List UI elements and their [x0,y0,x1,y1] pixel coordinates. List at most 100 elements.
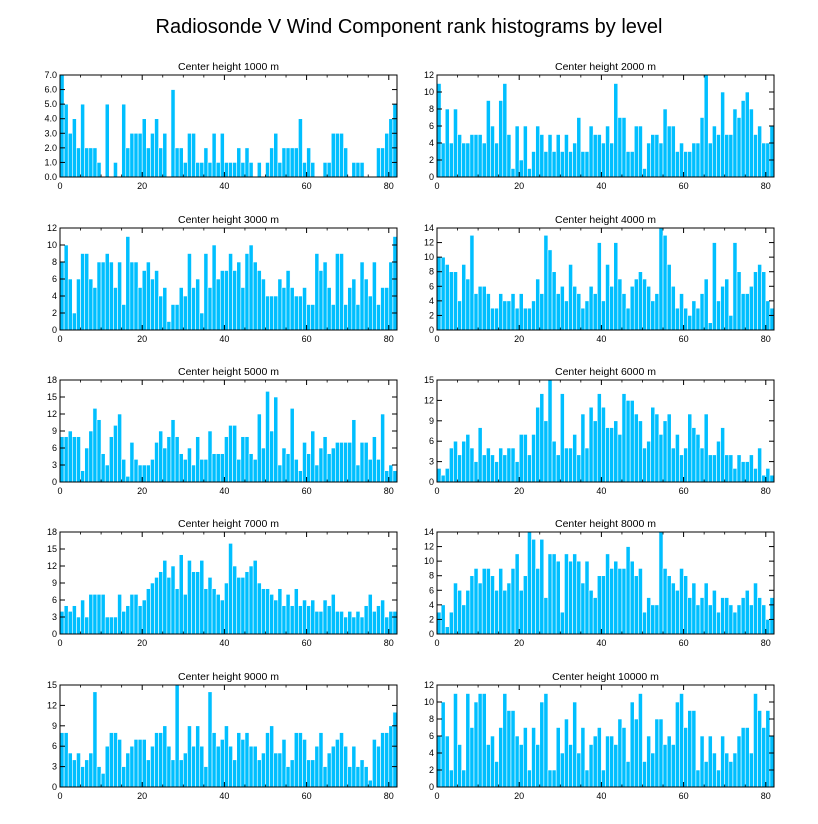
histogram-bar [744,293,750,331]
histogram-bar [588,125,594,178]
y-tick-label: 2 [429,155,434,165]
y-tick-label: 9 [52,578,57,588]
histogram-bar [687,315,693,331]
histogram-bar [535,278,541,331]
histogram-bar [302,739,307,788]
y-tick-label: 18 [47,375,57,385]
histogram-bar [736,604,742,635]
histogram-bar [440,256,446,331]
histogram-bar [376,605,381,635]
y-tick-label: 3.0 [44,128,57,138]
x-tick-label: 20 [514,334,524,344]
y-tick-label: 4 [52,291,57,301]
histogram-bar [277,464,283,483]
histogram-bar [92,147,98,178]
histogram-bar [494,761,499,788]
histogram-bar [256,413,262,483]
histogram-bar [166,745,172,788]
histogram-bar [494,307,499,331]
histogram-bar [679,568,684,635]
histogram-bar [269,430,275,483]
histogram-bar [84,253,90,331]
histogram-bar [310,430,316,483]
histogram-bar [273,599,279,635]
histogram-bar [166,577,172,635]
histogram-bar [699,293,705,331]
histogram-bar [712,242,717,331]
histogram-bar [248,745,254,788]
histogram-bar [380,287,385,331]
histogram-bar [63,436,69,483]
histogram-bar [527,454,532,483]
histogram-bar [588,589,594,635]
histogram-bar [477,427,483,483]
histogram-bar [113,287,118,331]
y-tick-label: 15 [47,680,57,690]
x-tick-label: 80 [761,334,771,344]
histogram-bar [277,752,283,788]
histogram-bar [539,701,545,788]
histogram-bar [100,594,106,635]
histogram-bar [154,442,159,483]
histogram-bar [535,125,541,178]
histogram-bar [384,470,390,483]
histogram-bar [444,264,450,331]
histogram-bar [256,759,262,788]
histogram-bar [104,464,110,483]
x-tick-label: 60 [302,638,312,648]
y-tick-label: 6 [52,274,57,284]
histogram-bar [736,735,742,788]
histogram-bar [601,769,606,788]
histogram-bar [703,761,709,788]
histogram-bar [203,253,209,331]
histogram-bar [125,147,131,178]
x-tick-label: 20 [137,638,147,648]
y-tick-label: 2 [429,614,434,624]
histogram-bar [625,400,631,483]
histogram-bar [261,447,266,483]
histogram-bar [211,132,217,178]
histogram-bar [195,278,201,331]
histogram-bar [207,162,213,178]
histogram-bar [372,739,377,788]
y-tick-label: 18 [47,527,57,537]
histogram-bar [203,766,209,788]
x-tick-label: 0 [57,334,62,344]
y-tick-label: 6 [52,595,57,605]
histogram-panel: Center height 6000 m 0 20 40 60 80 0 3 6 9 12 15 [424,366,775,496]
histogram-bar [613,242,619,331]
histogram-bar [376,304,381,331]
y-tick-label: 12 [424,395,434,405]
panel-title: Center height 8000 m [555,518,656,530]
histogram-bar [596,393,602,483]
histogram-bar [744,727,750,788]
histogram-bar [547,134,553,178]
histogram-bar [215,278,221,331]
histogram-bar [535,744,541,788]
y-tick-label: 4 [429,138,434,148]
histogram-bar [473,134,479,178]
histogram-bar [761,271,767,331]
histogram-bar [63,103,69,178]
histogram-bar [129,132,135,178]
histogram-bar [555,293,561,331]
histogram-bar [539,393,545,483]
histogram-bar [461,264,467,331]
histogram-bar [199,745,205,788]
histogram-bar [576,117,582,178]
histogram-bar [617,718,623,788]
histogram-bar [372,436,377,483]
histogram-bar [629,285,635,331]
histogram-bar [691,427,697,483]
histogram-bar [367,295,373,331]
histogram-bar [104,745,110,788]
histogram-bar [67,278,73,331]
histogram-bar [293,295,299,331]
histogram-bar [547,553,553,635]
histogram-bar [326,752,332,788]
histogram-bar [444,108,450,178]
y-tick-label: 0 [429,172,434,182]
histogram-bar [633,413,639,483]
histogram-bar [716,300,721,331]
histogram-bar [84,147,90,178]
